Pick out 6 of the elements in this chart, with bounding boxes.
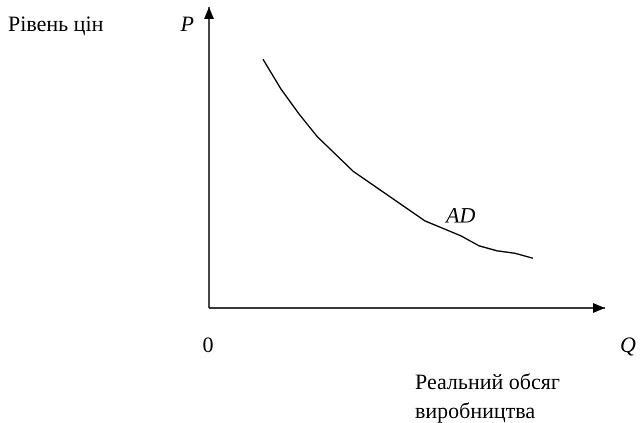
text: 0: [202, 332, 214, 357]
text: Q: [620, 332, 636, 357]
y-axis-title: Рівень цін: [8, 11, 104, 36]
text: P: [180, 11, 194, 36]
series-label: AD: [444, 202, 476, 228]
x-axis-title: Реальний обсяг виробництва: [415, 369, 560, 423]
